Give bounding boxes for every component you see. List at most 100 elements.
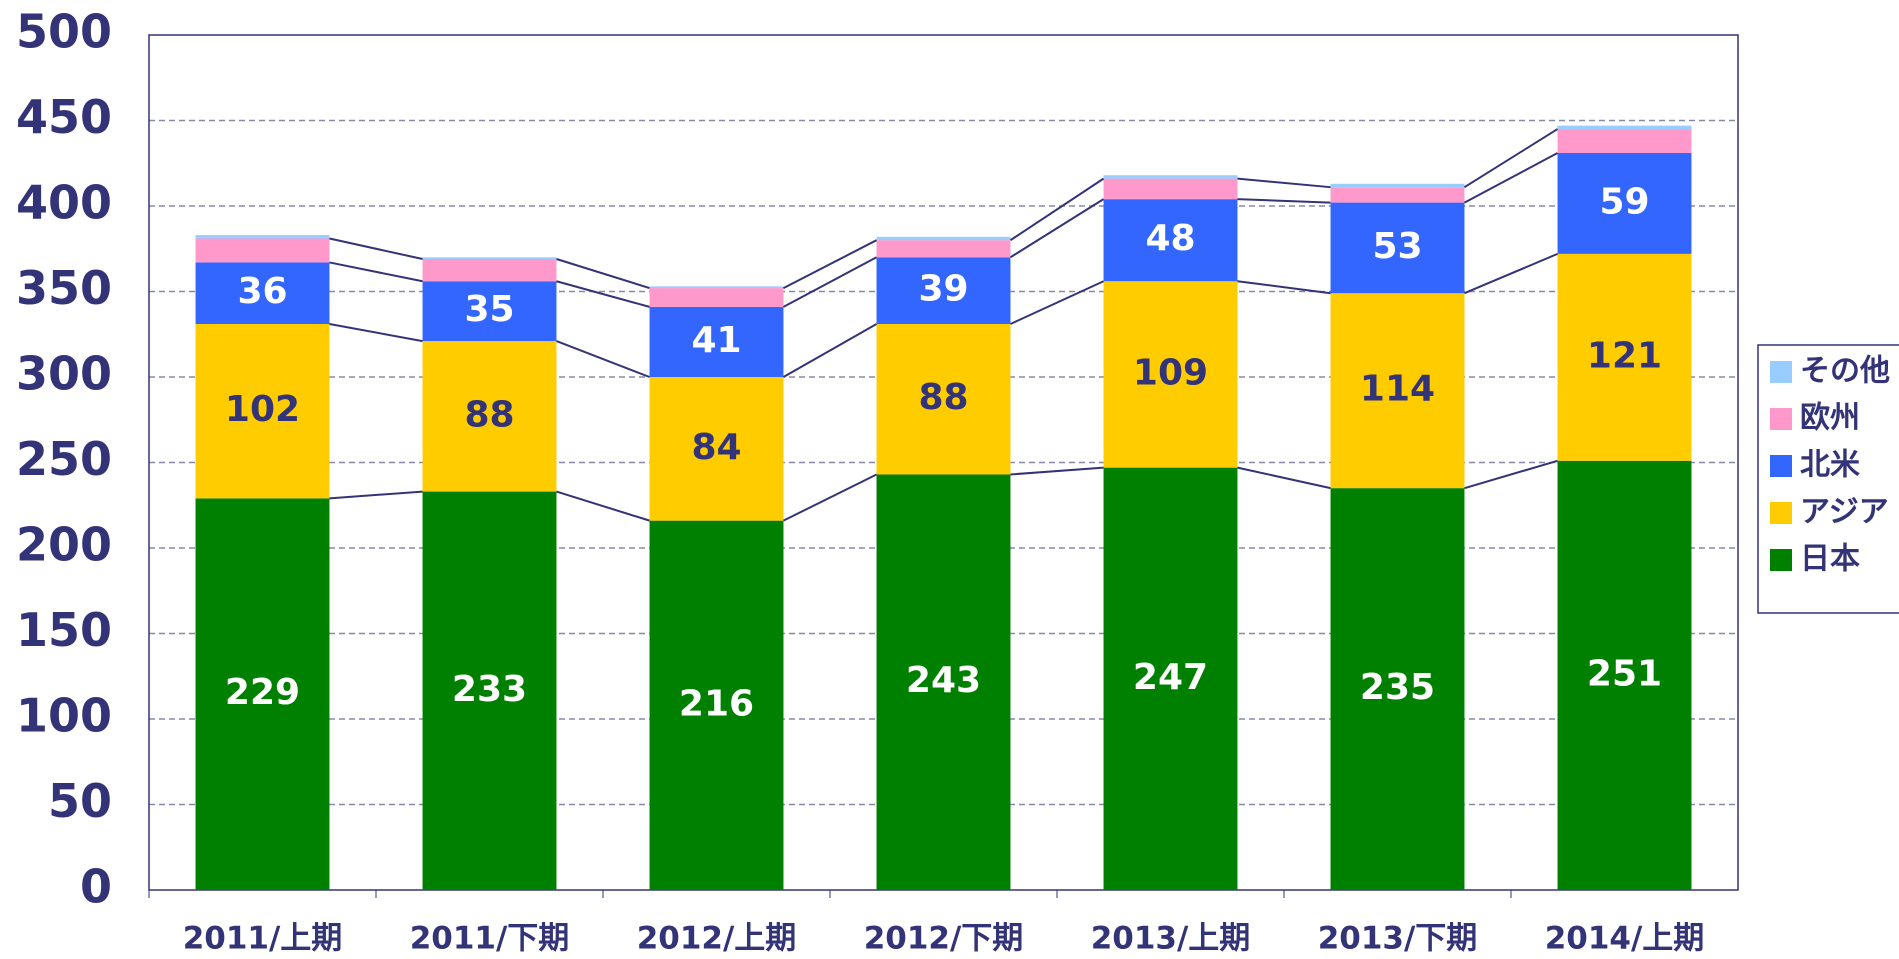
bar-segment: [1330, 293, 1465, 489]
connector: [556, 340, 650, 378]
connector: [1009, 198, 1105, 259]
bar-segment: [1330, 202, 1465, 294]
y-tick-label: 450: [16, 90, 112, 144]
connector: [783, 239, 877, 289]
connector: [1009, 177, 1105, 242]
x-tick-label: 2011/下期: [410, 921, 570, 957]
connector: [1237, 280, 1331, 295]
connector: [329, 237, 423, 260]
bar-segment: [1330, 187, 1465, 203]
y-tick-label: 200: [16, 518, 112, 572]
bar-segment: [876, 474, 1011, 890]
bar-segment: [876, 236, 1011, 241]
bar-segment: [1330, 488, 1465, 890]
legend-label: 欧州: [1800, 401, 1860, 436]
connector: [782, 323, 878, 378]
connector: [556, 258, 650, 290]
x-tick-label: 2013/上期: [1091, 921, 1251, 957]
bar-segment: [422, 259, 557, 282]
bar-segment: [1557, 152, 1692, 254]
connector: [782, 256, 878, 308]
data-label: 109: [1133, 352, 1208, 393]
data-label: 53: [1372, 226, 1422, 267]
legend-swatch: [1770, 502, 1792, 524]
x-tick-label: 2011/上期: [183, 921, 343, 957]
x-tick-label: 2014/上期: [1545, 921, 1705, 957]
connector: [1464, 459, 1558, 490]
legend-label: 北米: [1800, 448, 1860, 483]
bar-segment: [1330, 183, 1465, 188]
data-label: 229: [225, 672, 300, 713]
bar-segment: [1557, 253, 1692, 461]
y-tick-label: 150: [16, 603, 112, 657]
bar-segment: [649, 288, 784, 307]
data-label: 114: [1360, 369, 1435, 410]
y-tick-label: 350: [16, 261, 112, 315]
connector: [556, 280, 650, 308]
bar-segment: [422, 257, 557, 260]
bar-segment: [195, 235, 330, 239]
bar-segment: [876, 323, 1011, 475]
data-label: 41: [691, 320, 741, 361]
y-tick-label: 250: [16, 432, 112, 486]
y-tick-label: 50: [48, 774, 112, 828]
x-tick-label: 2012/下期: [864, 921, 1024, 957]
data-label: 59: [1599, 181, 1649, 222]
legend-label: その他: [1800, 354, 1890, 389]
connector: [1463, 128, 1559, 189]
connector: [1237, 177, 1331, 189]
bar-segment: [195, 238, 330, 263]
connector: [1463, 152, 1559, 204]
data-label: 235: [1360, 667, 1435, 708]
y-tick-label: 0: [80, 860, 112, 914]
bar-segment: [1103, 175, 1238, 179]
connector: [1237, 466, 1331, 490]
bar-segment: [1103, 178, 1238, 200]
legend-label: 日本: [1800, 542, 1860, 577]
legend-label: アジア: [1800, 495, 1889, 530]
bar-segment: [195, 262, 330, 324]
data-label: 48: [1145, 218, 1195, 259]
y-tick-label: 300: [16, 347, 112, 401]
connector: [1010, 466, 1104, 476]
connector: [783, 473, 877, 522]
connector: [329, 490, 423, 500]
bar-segment: [1103, 281, 1238, 468]
data-label: 243: [906, 660, 981, 701]
bar-segment: [1103, 199, 1238, 282]
bar-segment: [649, 306, 784, 377]
data-label: 233: [452, 669, 527, 710]
data-label: 216: [679, 683, 754, 724]
bar-segment: [876, 257, 1011, 324]
connector: [1237, 198, 1331, 204]
data-label: 39: [918, 269, 968, 310]
bar-segment: [195, 323, 330, 499]
bar-segment: [195, 498, 330, 890]
x-tick-label: 2013/下期: [1318, 921, 1478, 957]
data-label: 247: [1133, 657, 1208, 698]
y-tick-label: 500: [16, 5, 112, 59]
bar-segment: [1557, 460, 1692, 890]
x-tick-label: 2012/上期: [637, 921, 797, 957]
bar-segment: [649, 286, 784, 289]
connector: [1464, 252, 1558, 295]
bar-segment: [649, 377, 784, 521]
data-label: 88: [464, 394, 514, 435]
bar-segment: [422, 341, 557, 492]
data-label: 36: [237, 271, 287, 312]
data-label: 35: [464, 289, 514, 330]
legend-swatch: [1770, 455, 1792, 477]
bar-segment: [1557, 129, 1692, 153]
legend-swatch: [1770, 408, 1792, 430]
y-tick-label: 100: [16, 689, 112, 743]
y-tick-label: 400: [16, 176, 112, 230]
legend-swatch: [1770, 549, 1792, 571]
bar-segment: [422, 281, 557, 342]
bar-segment: [1557, 125, 1692, 130]
connector: [556, 490, 650, 522]
data-label: 84: [691, 427, 741, 468]
legend-swatch: [1770, 361, 1792, 383]
data-label: 121: [1587, 335, 1662, 376]
